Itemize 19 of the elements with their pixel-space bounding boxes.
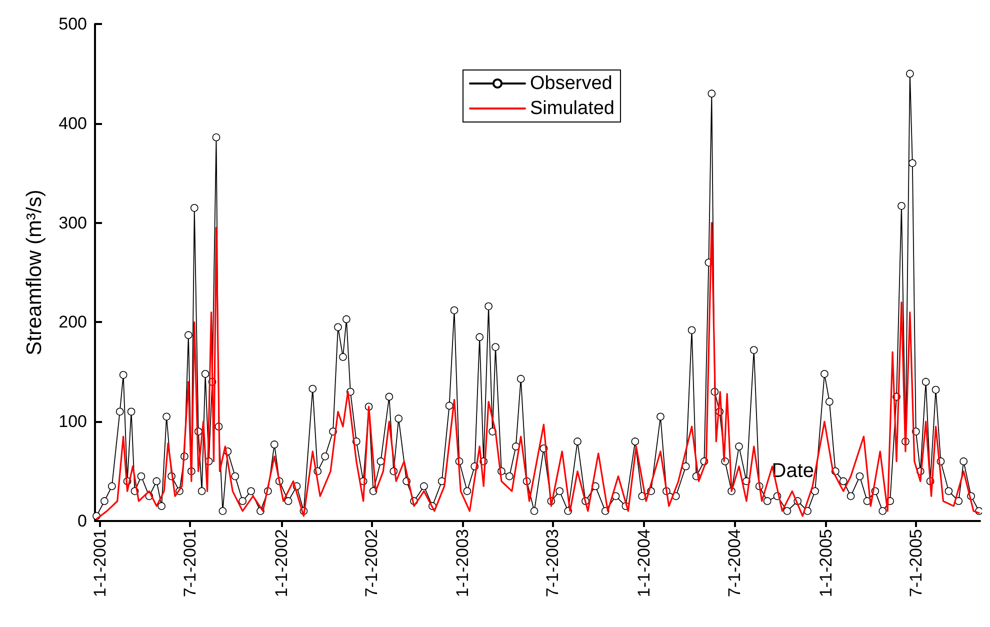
x-tick-label: 1-1-2005 [816,529,836,598]
x-tick-label: 7-1-2003 [543,529,562,598]
y-tick-label: 500 [58,14,87,34]
x-tick-label: 1-1-2001 [90,529,110,598]
legend-label: Observed [530,73,612,94]
x-tick-label: 7-1-2005 [906,529,926,598]
x-tick-label: 1-1-2004 [634,529,654,598]
y-tick-label: 400 [58,114,87,133]
y-tick-label: 300 [58,213,87,232]
y-tick-label: 200 [58,312,87,332]
y-axis-title: Streamflow (m³/s) [23,190,46,356]
legend-label: Simulated [530,98,614,119]
y-tick-label: 100 [58,412,87,432]
x-tick-label: 1-1-2003 [453,529,472,598]
x-tick-label: 7-1-2002 [362,529,381,598]
x-tick-label: 7-1-2004 [725,529,744,598]
x-tick-label: 1-1-2002 [272,529,291,598]
y-tick-label: 0 [78,512,87,530]
x-tick-label: 7-1-2001 [180,529,200,598]
